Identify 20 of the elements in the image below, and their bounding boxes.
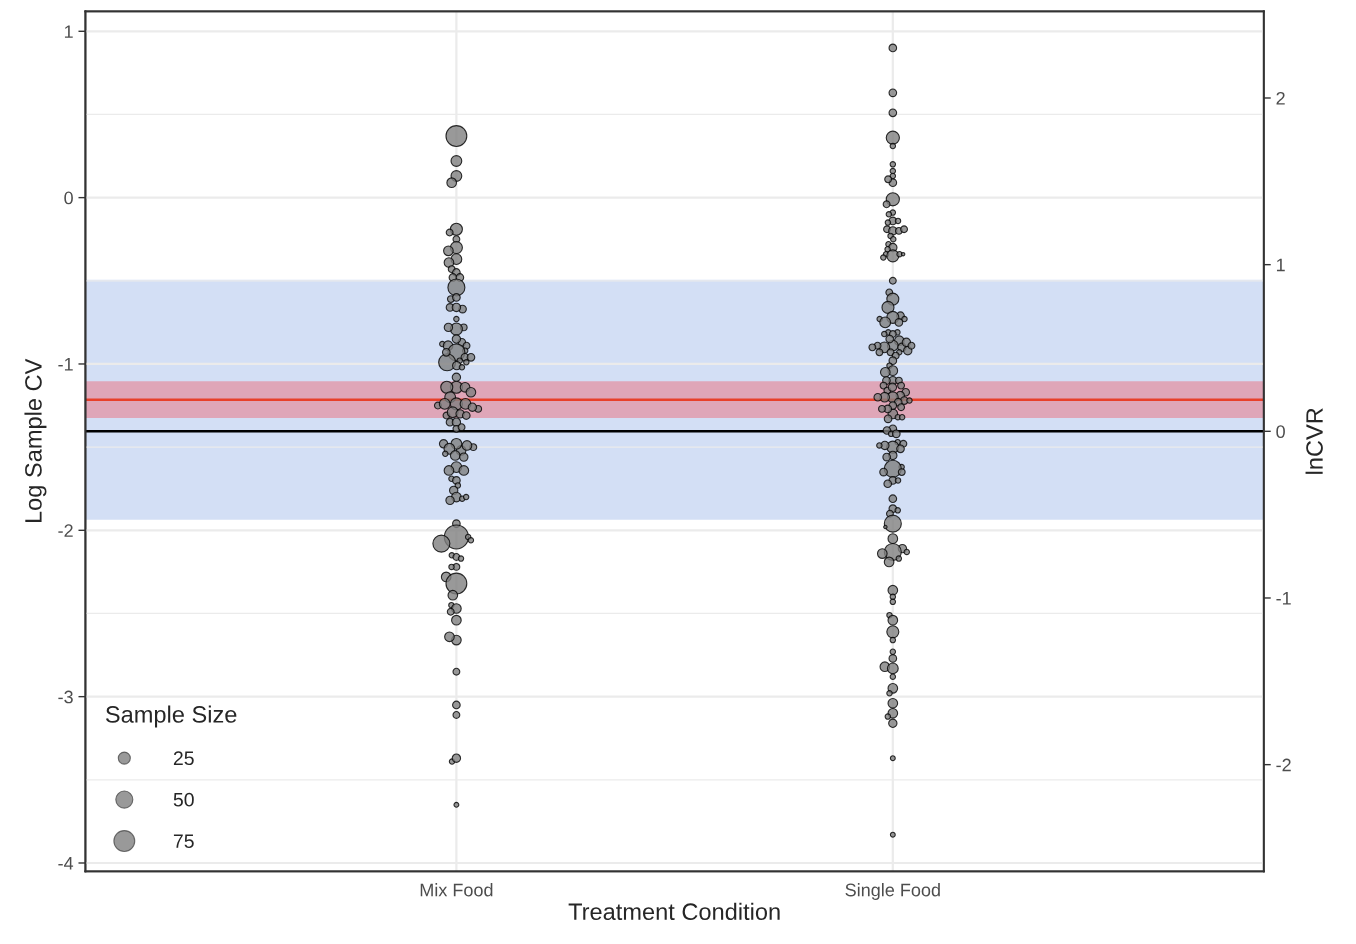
x-axis-title: Treatment Condition: [568, 902, 780, 921]
y-tick-label: -2: [58, 524, 73, 537]
legend-label: 25: [173, 751, 194, 766]
y-axis-title: Log Sample CV: [24, 358, 47, 523]
legend-label: 75: [173, 834, 194, 849]
x-tick-label: Mix Food: [420, 883, 493, 897]
y2-tick-label: -2: [1276, 758, 1291, 772]
legend-title: Sample Size: [105, 705, 237, 728]
y2-tick-label: -1: [1276, 592, 1291, 605]
x-tick-label: Single Food: [845, 883, 940, 900]
legend-label: 50: [173, 792, 194, 807]
y2-tick-label: 0: [1276, 425, 1285, 439]
y-tick-label: 0: [64, 191, 73, 205]
y-tick-label: -4: [58, 857, 74, 870]
y-tick-label: -1: [58, 358, 73, 371]
y-tick-label: -3: [58, 690, 73, 704]
y-tick-label: 1: [64, 25, 73, 38]
y2-tick-label: 1: [1276, 258, 1285, 272]
y2-tick-label: 2: [1276, 91, 1285, 105]
y2-axis-title: lnCVR: [1305, 408, 1323, 474]
